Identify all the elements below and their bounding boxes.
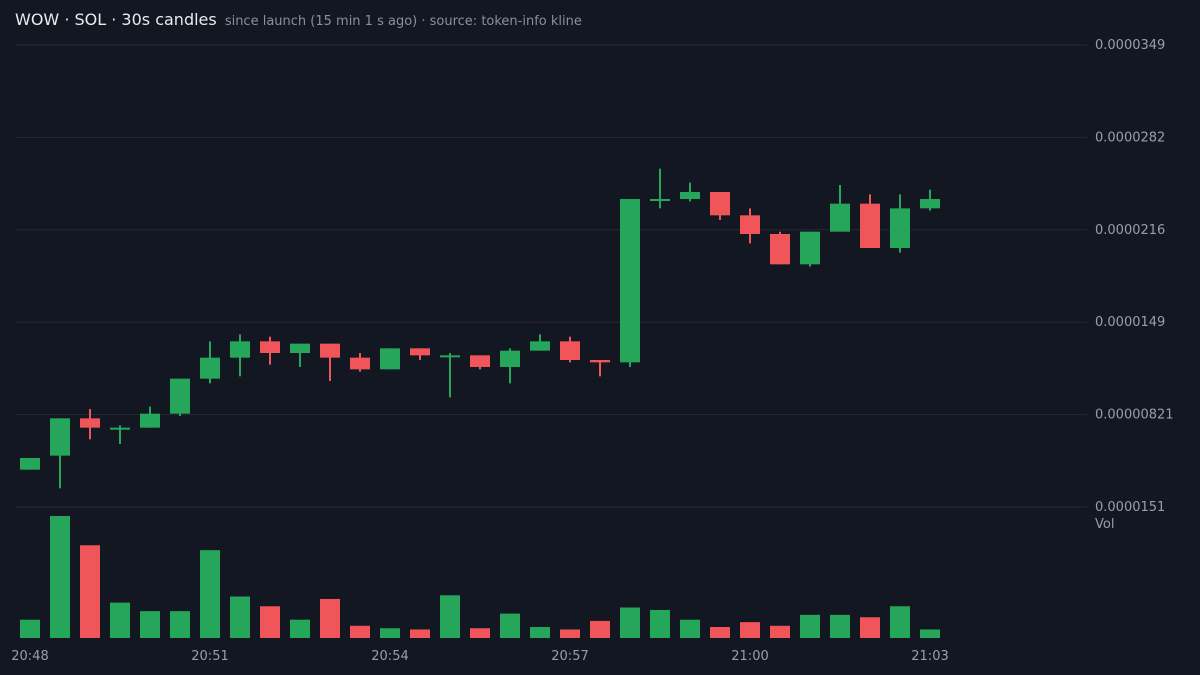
- candle-body: [320, 343, 340, 358]
- price-tick-label: 0.0000149: [1095, 315, 1165, 330]
- chart-header: WOW · SOL · 30s candles since launch (15…: [15, 10, 582, 29]
- candle-body: [650, 199, 670, 201]
- candle-body: [800, 231, 820, 265]
- candle-body: [440, 355, 460, 358]
- time-axis: 20:48 20:51 20:54 20:57 21:00 21:03: [11, 649, 948, 664]
- price-tick-label: 0.00000821: [1095, 408, 1174, 423]
- chart-title: WOW · SOL · 30s candles: [15, 10, 217, 29]
- time-tick-label: 20:54: [371, 649, 408, 664]
- candle-body: [560, 341, 580, 360]
- volume-bar: [860, 617, 880, 638]
- candle-body: [740, 215, 760, 234]
- candle-body: [170, 378, 190, 414]
- candle-body: [710, 192, 730, 216]
- candle-body: [620, 199, 640, 363]
- time-tick-label: 20:57: [551, 649, 588, 664]
- candle-body: [110, 427, 130, 430]
- volume-bar: [620, 607, 640, 638]
- volume-bar: [440, 595, 460, 638]
- volume-bar: [410, 629, 430, 638]
- volume-bar: [650, 609, 670, 638]
- candle-body: [20, 458, 40, 470]
- volume-bar: [170, 611, 190, 638]
- candle-body: [890, 208, 910, 248]
- volume-bar: [500, 613, 520, 638]
- candle-body: [80, 418, 100, 428]
- candles: [20, 168, 940, 489]
- candle-body: [410, 348, 430, 356]
- volume-bar: [320, 598, 340, 638]
- candle-body: [830, 203, 850, 232]
- volume-axis-label: Vol: [1095, 517, 1114, 532]
- volume-bar: [470, 628, 490, 638]
- candle-body: [920, 199, 940, 209]
- candle-body: [260, 341, 280, 353]
- price-grid: [15, 44, 1087, 508]
- candle-body: [680, 192, 700, 199]
- price-tick-label: 0.0000282: [1095, 130, 1165, 145]
- candle-body: [860, 203, 880, 248]
- volume-bar: [680, 619, 700, 638]
- price-tick-label: 0.0000151: [1095, 500, 1165, 515]
- price-axis: 0.0000349 0.0000282 0.0000216 0.0000149 0.00…: [1095, 38, 1174, 515]
- volume-bar: [380, 628, 400, 638]
- volume-bar: [800, 614, 820, 638]
- time-tick-label: 21:00: [731, 649, 768, 664]
- time-tick-label: 20:51: [191, 649, 228, 664]
- price-tick-label: 0.0000216: [1095, 223, 1165, 238]
- candle-body: [380, 348, 400, 370]
- candle-body: [470, 355, 490, 367]
- candle-body: [200, 357, 220, 379]
- candle-body: [290, 343, 310, 353]
- volume-bar: [200, 550, 220, 638]
- volume-bar: [290, 619, 310, 638]
- volume-bar: [770, 625, 790, 638]
- candle-body: [530, 341, 550, 351]
- candle-body: [230, 341, 250, 358]
- volume-bar: [110, 602, 130, 638]
- volume-bar: [740, 622, 760, 638]
- volume-bars: [20, 516, 940, 638]
- volume-bar: [920, 629, 940, 638]
- candle-body: [500, 350, 520, 367]
- volume-bar: [530, 627, 550, 638]
- volume-bar: [140, 611, 160, 638]
- price-tick-label: 0.0000349: [1095, 38, 1165, 53]
- time-tick-label: 21:03: [911, 649, 948, 664]
- volume-bar: [830, 614, 850, 638]
- volume-bar: [590, 620, 610, 638]
- volume-bar: [260, 606, 280, 638]
- volume-bar: [890, 606, 910, 638]
- volume-bar: [560, 629, 580, 638]
- chart-subtitle: since launch (15 min 1 s ago) · source: …: [224, 14, 582, 29]
- candle-body: [350, 357, 370, 370]
- candle-body: [140, 413, 160, 428]
- candle-body: [590, 360, 610, 363]
- volume-bar: [50, 516, 70, 638]
- volume-bar: [710, 627, 730, 638]
- volume-bar: [350, 625, 370, 638]
- volume-bar: [80, 545, 100, 638]
- volume-bar: [230, 596, 250, 638]
- candle-body: [770, 234, 790, 265]
- time-tick-label: 20:48: [11, 649, 48, 664]
- candle-body: [50, 418, 70, 456]
- volume-bar: [20, 619, 40, 638]
